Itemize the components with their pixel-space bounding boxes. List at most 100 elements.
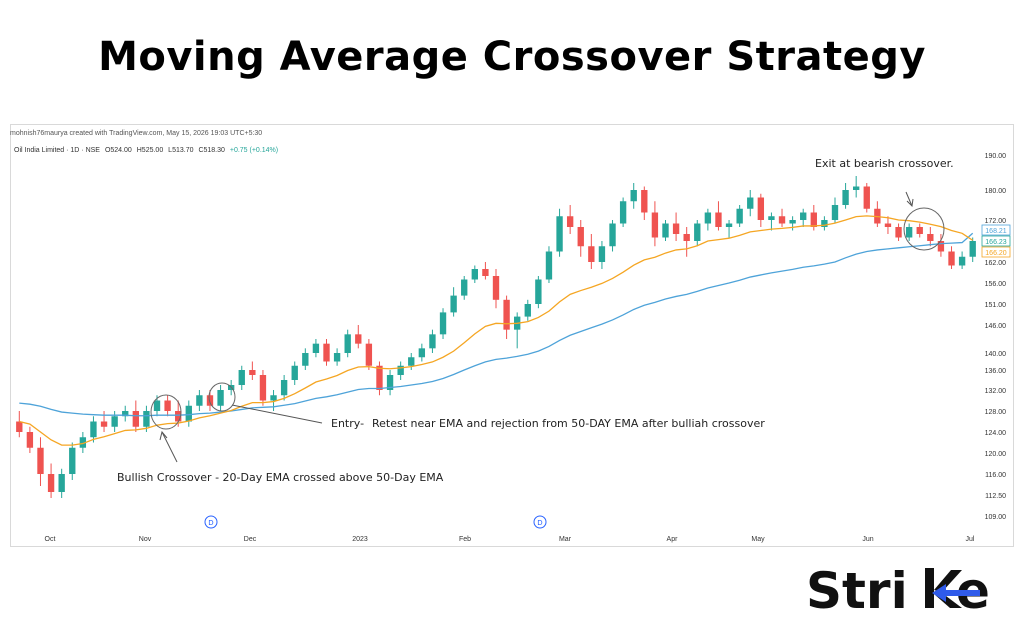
svg-text:166.23: 166.23 bbox=[985, 239, 1007, 246]
candle bbox=[651, 201, 659, 247]
x-tick-label: Jun bbox=[862, 536, 873, 543]
candle bbox=[503, 295, 510, 339]
candle bbox=[937, 234, 945, 257]
bullish-arrow bbox=[161, 431, 178, 463]
candle bbox=[471, 265, 478, 283]
candle bbox=[863, 183, 870, 213]
svg-text:166.20: 166.20 bbox=[985, 250, 1007, 257]
logo-arrow-bar bbox=[940, 590, 980, 596]
y-tick-label: 132.00 bbox=[985, 388, 1007, 395]
candle bbox=[312, 339, 320, 358]
y-tick-label: 151.00 bbox=[985, 302, 1007, 309]
entry-annotation-label: Entry- bbox=[331, 417, 364, 430]
y-tick-label: 180.00 bbox=[985, 188, 1007, 195]
candle bbox=[895, 223, 902, 241]
candle bbox=[958, 251, 966, 269]
event-marker-nov[interactable]: D bbox=[204, 515, 218, 529]
candle bbox=[333, 348, 341, 366]
y-tick-label: 146.00 bbox=[985, 323, 1007, 330]
y-tick-label: 136.00 bbox=[985, 368, 1007, 375]
y-axis: 109.00 112.50 116.00 120.00 124.00 128.00 132.… bbox=[985, 153, 1007, 521]
candle bbox=[927, 227, 934, 247]
candle bbox=[831, 197, 839, 224]
candle bbox=[143, 405, 150, 432]
candle bbox=[164, 395, 171, 417]
candle bbox=[111, 411, 118, 432]
y-tick-label: 109.00 bbox=[985, 514, 1007, 521]
x-tick-label: Feb bbox=[459, 536, 471, 543]
candle bbox=[619, 197, 627, 227]
strike-logo: Stri e bbox=[806, 562, 990, 620]
y-tick-label: 124.00 bbox=[985, 430, 1007, 437]
page-title: Moving Average Crossover Strategy bbox=[98, 34, 926, 80]
x-tick-label: May bbox=[751, 536, 765, 543]
price-tag: 166.20 bbox=[981, 246, 1011, 258]
y-tick-label: 156.00 bbox=[985, 281, 1007, 288]
price-tag: 168.21 bbox=[981, 224, 1011, 236]
candle bbox=[969, 237, 976, 262]
candle bbox=[736, 205, 743, 227]
x-tick-label: Nov bbox=[139, 536, 152, 543]
candle bbox=[291, 361, 298, 385]
candle bbox=[683, 227, 690, 257]
legend-change: +0.75 (+0.14%) bbox=[229, 147, 279, 154]
legend-close: C518.30 bbox=[198, 147, 225, 154]
logo-prefix: Stri bbox=[806, 562, 908, 620]
candle bbox=[524, 299, 531, 321]
exit-annotation: Exit at bearish crossover. bbox=[815, 157, 954, 170]
candle bbox=[778, 208, 786, 227]
candle bbox=[757, 193, 765, 227]
y-tick-label: 162.00 bbox=[985, 260, 1007, 267]
candle bbox=[217, 385, 224, 411]
candle bbox=[545, 246, 553, 283]
entry-circle bbox=[208, 382, 236, 412]
candle bbox=[948, 246, 955, 269]
candle bbox=[365, 339, 373, 370]
y-tick-label: 190.00 bbox=[985, 153, 1007, 160]
legend-high: H525.00 bbox=[136, 147, 164, 154]
candle bbox=[630, 183, 637, 209]
candle bbox=[577, 220, 584, 257]
event-marker-label: D bbox=[537, 519, 542, 527]
price-tags: 168.21 166.23 166.20 bbox=[981, 224, 1011, 258]
candle bbox=[566, 205, 574, 234]
candle bbox=[439, 308, 447, 339]
candle bbox=[789, 216, 796, 231]
candle bbox=[482, 262, 489, 280]
candle bbox=[884, 216, 892, 234]
event-marker-feb[interactable]: D bbox=[533, 515, 547, 529]
candle bbox=[598, 241, 606, 269]
candle bbox=[26, 426, 34, 453]
legend-symbol: Oil India Limited · 1D · NSE bbox=[14, 147, 100, 154]
candle bbox=[450, 287, 457, 317]
candles-group bbox=[16, 176, 976, 498]
x-tick-label: Oct bbox=[45, 536, 56, 543]
exit-arrowhead bbox=[906, 198, 914, 208]
candle bbox=[79, 432, 87, 453]
legend-low: L513.70 bbox=[168, 147, 194, 154]
ema20-line bbox=[19, 215, 974, 446]
x-tick-label: Apr bbox=[667, 536, 679, 543]
candle bbox=[418, 343, 426, 362]
candle bbox=[704, 208, 712, 231]
candle bbox=[270, 390, 277, 411]
candle bbox=[196, 390, 203, 411]
candle bbox=[662, 220, 669, 241]
exit-circle bbox=[903, 207, 945, 251]
x-tick-label: Mar bbox=[559, 536, 572, 543]
y-tick-label: 116.00 bbox=[985, 472, 1006, 479]
legend-open: O524.00 bbox=[104, 147, 132, 154]
bullish-crossover-circle bbox=[150, 394, 182, 430]
candle bbox=[259, 370, 267, 406]
candle bbox=[47, 463, 55, 498]
ema50-line bbox=[19, 232, 974, 417]
candle bbox=[852, 176, 860, 198]
event-marker-label: D bbox=[208, 519, 213, 527]
x-axis: Oct Nov Dec 2023 Feb Mar Apr May Jun Jul bbox=[45, 536, 975, 543]
candle bbox=[821, 216, 828, 231]
candle bbox=[810, 205, 817, 231]
logo-arrow-head bbox=[932, 584, 946, 602]
candle bbox=[641, 186, 648, 220]
candle bbox=[800, 208, 807, 227]
candle bbox=[461, 276, 468, 300]
